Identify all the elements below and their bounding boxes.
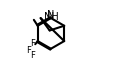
Text: F: F [27, 46, 31, 55]
Text: N: N [47, 10, 55, 20]
Text: F: F [30, 51, 35, 60]
Text: NH: NH [45, 12, 59, 22]
Text: F: F [30, 39, 35, 48]
